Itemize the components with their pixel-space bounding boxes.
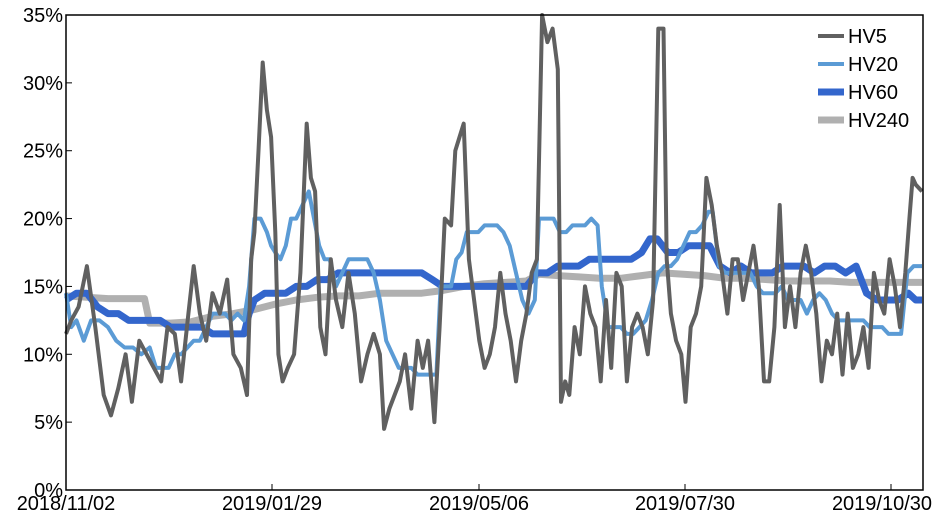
x-tick-label: 2019/10/30 [832, 493, 932, 515]
plot-frame [65, 14, 924, 491]
y-tick-label: 0% [34, 480, 63, 502]
y-tick-label: 15% [23, 276, 63, 298]
x-tick-label: 2019/05/06 [429, 493, 529, 515]
series-line-hv5 [64, 13, 924, 431]
x-axis: 2018/11/02 2019/01/29 2019/05/06 2019/07/30… [17, 484, 932, 515]
legend-label-hv60: HV60 [848, 82, 898, 104]
legend-label-hv240: HV240 [848, 110, 909, 132]
x-tick-label: 2019/01/29 [222, 493, 322, 515]
x-tick-label: 2018/11/02 [17, 493, 116, 515]
series-layer [64, 13, 924, 431]
y-tick-label: 10% [23, 344, 63, 366]
y-tick-label: 25% [23, 141, 63, 163]
y-axis: 0% 5% 10% 15% 20% 25% 30% 35% [23, 5, 72, 502]
y-tick-label: 5% [34, 412, 63, 434]
legend: HV5 HV20 HV60 HV240 [818, 26, 909, 132]
legend-label-hv20: HV20 [848, 54, 898, 76]
x-tick-label: 2019/07/30 [635, 493, 735, 515]
y-tick-label: 35% [23, 5, 63, 27]
legend-label-hv5: HV5 [848, 26, 887, 48]
y-tick-label: 30% [23, 73, 63, 95]
y-tick-label: 20% [23, 209, 63, 231]
